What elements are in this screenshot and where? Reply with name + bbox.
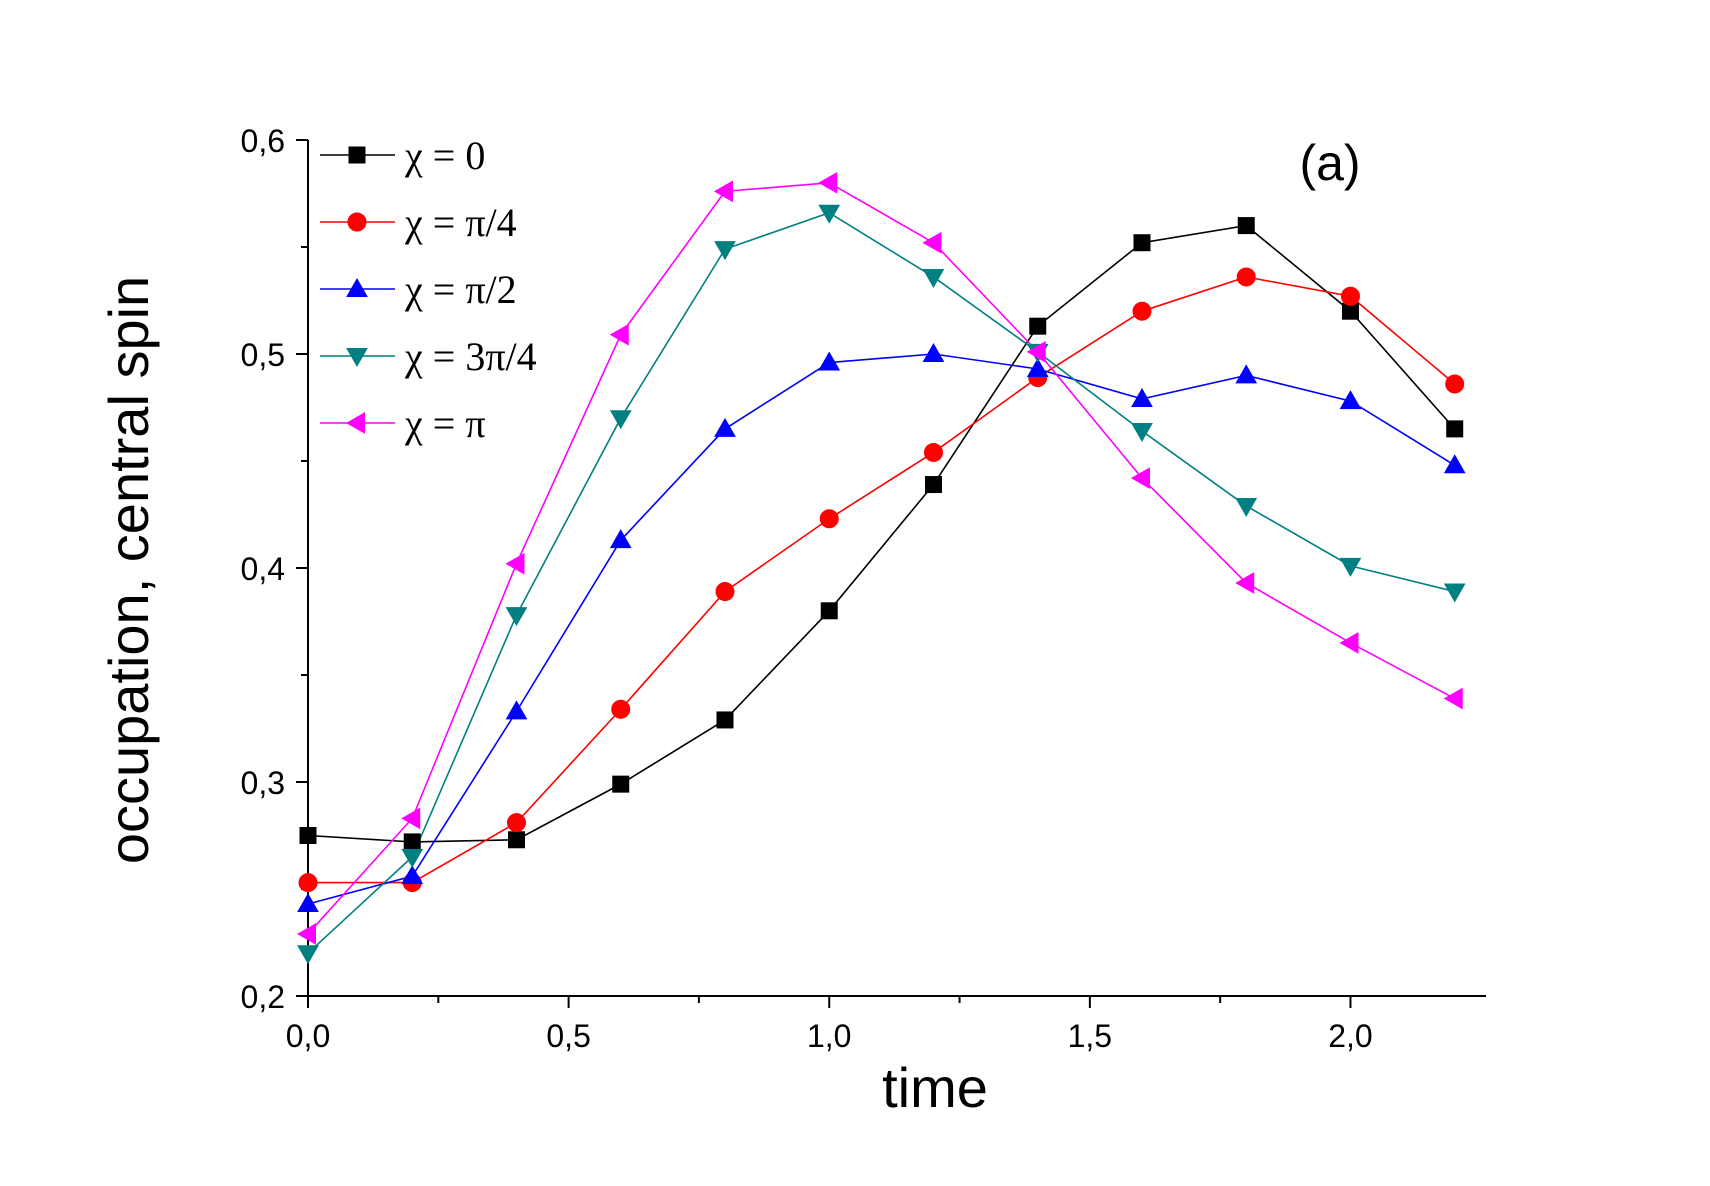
- x-tick-label: 2,0: [1328, 1018, 1372, 1054]
- plot-markers: [296, 171, 1466, 965]
- y-tick-label: 0,2: [241, 979, 285, 1015]
- marker-triangle-up: [609, 529, 632, 549]
- marker-square: [924, 476, 942, 494]
- marker-square: [299, 827, 317, 844]
- marker-square: [1029, 317, 1047, 335]
- marker-triangle-up: [1131, 387, 1153, 407]
- legend-label: χ = 0: [404, 133, 485, 178]
- marker-triangle-down: [1131, 423, 1153, 443]
- marker-circle: [923, 442, 943, 462]
- marker-triangle-up: [505, 700, 528, 720]
- marker-triangle-down: [818, 204, 841, 224]
- marker-triangle-left: [609, 323, 629, 346]
- marker-triangle-up: [714, 417, 736, 437]
- series-line: [307, 224, 1456, 843]
- x-tick-label: 1,5: [1068, 1018, 1112, 1054]
- marker-triangle-up: [1235, 364, 1258, 384]
- marker-circle: [1445, 374, 1465, 394]
- x-tick-label: 0,0: [286, 1018, 330, 1054]
- marker-triangle-down: [401, 848, 424, 868]
- marker-triangle-up: [297, 892, 319, 912]
- marker-triangle-down: [1339, 557, 1362, 577]
- legend-label: χ = π/4: [404, 200, 517, 245]
- marker-square: [820, 602, 838, 620]
- marker-circle: [819, 509, 839, 529]
- marker-triangle-up: [346, 277, 368, 297]
- marker-square: [1446, 420, 1464, 438]
- marker-triangle-left: [1130, 467, 1150, 489]
- marker-triangle-left: [345, 412, 365, 434]
- marker-square: [716, 711, 734, 729]
- marker-triangle-left: [1235, 572, 1255, 594]
- marker-triangle-down: [1443, 583, 1466, 603]
- marker-triangle-down: [297, 945, 319, 965]
- marker-triangle-left: [505, 552, 525, 575]
- marker-circle: [1236, 267, 1256, 287]
- marker-triangle-up: [922, 342, 945, 362]
- y-tick-label: 0,6: [241, 123, 285, 159]
- marker-square: [403, 833, 421, 851]
- marker-triangle-left: [713, 180, 733, 203]
- marker-triangle-left: [1339, 632, 1359, 654]
- marker-square: [1133, 234, 1151, 252]
- x-tick-label: 1,0: [807, 1018, 851, 1054]
- marker-triangle-up: [1339, 390, 1362, 410]
- marker-circle: [1340, 286, 1360, 306]
- y-tick-label: 0,5: [241, 337, 285, 373]
- marker-triangle-up: [1026, 357, 1049, 377]
- marker-square: [348, 146, 366, 164]
- axes: 0,0 0,5 1,0 1,5 2,0 0,2 0,3 0,4 0,5 0,6: [241, 123, 1486, 1054]
- marker-triangle-left: [1443, 687, 1463, 710]
- marker-square: [507, 831, 525, 849]
- panel-label: (a): [1299, 135, 1360, 191]
- marker-triangle-left: [401, 807, 421, 830]
- marker-circle: [298, 873, 318, 893]
- marker-triangle-left: [296, 923, 316, 945]
- marker-circle: [715, 582, 735, 602]
- y-axis-title: occupation, central spin: [97, 276, 160, 864]
- marker-square: [1237, 217, 1255, 235]
- marker-triangle-down: [922, 268, 945, 288]
- marker-circle: [347, 212, 367, 232]
- marker-triangle-up: [401, 865, 424, 885]
- marker-triangle-up: [818, 351, 841, 371]
- legend-label: χ = π/2: [404, 267, 517, 312]
- series-line: [307, 353, 1456, 905]
- marker-circle: [611, 699, 631, 719]
- marker-triangle-down: [714, 241, 736, 261]
- x-axis-title: time: [882, 1056, 988, 1119]
- marker-triangle-down: [505, 607, 528, 627]
- x-tick-label: 0,5: [546, 1018, 590, 1054]
- marker-triangle-left: [1026, 340, 1046, 363]
- legend-label: χ = 3π/4: [404, 334, 537, 379]
- plot-lines: [307, 181, 1456, 954]
- marker-triangle-up: [1443, 454, 1466, 474]
- series-line: [307, 181, 1456, 935]
- marker-triangle-left: [818, 171, 838, 194]
- series-line: [308, 276, 1456, 884]
- marker-square: [612, 775, 630, 793]
- marker-triangle-down: [609, 410, 632, 430]
- marker-triangle-down: [1235, 497, 1258, 517]
- marker-circle: [1132, 301, 1152, 321]
- marker-triangle-down: [346, 348, 368, 368]
- marker-triangle-left: [922, 231, 942, 254]
- series-line: [307, 211, 1455, 954]
- legend-label: χ = π: [404, 401, 486, 446]
- legend: χ = 0 χ = π/4 χ = π/2 χ = 3π/4 χ = π: [320, 133, 537, 446]
- marker-circle: [506, 813, 526, 833]
- y-tick-label: 0,4: [241, 551, 285, 587]
- y-tick-label: 0,3: [241, 765, 285, 801]
